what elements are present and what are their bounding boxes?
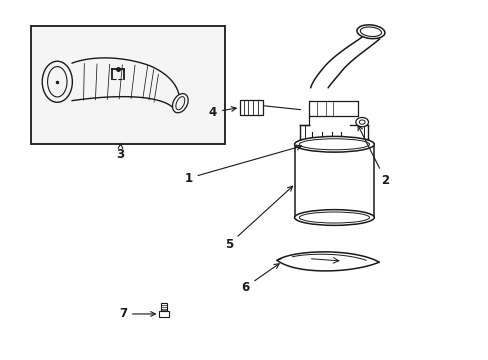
Ellipse shape [42, 61, 72, 102]
Ellipse shape [299, 212, 369, 223]
Ellipse shape [294, 210, 373, 225]
Bar [30, 26, 224, 144]
Ellipse shape [299, 139, 369, 150]
Text: 3: 3 [116, 144, 124, 161]
Text: 2: 2 [357, 126, 389, 186]
Circle shape [355, 117, 368, 127]
Ellipse shape [294, 136, 373, 152]
Bar [239, 100, 263, 114]
Text: 7: 7 [119, 307, 155, 320]
Ellipse shape [47, 67, 67, 97]
Text: 4: 4 [208, 105, 236, 119]
Circle shape [359, 120, 365, 124]
Text: 1: 1 [184, 145, 301, 185]
Ellipse shape [356, 25, 384, 39]
Bar [161, 303, 167, 311]
Text: 5: 5 [224, 186, 292, 251]
Ellipse shape [176, 96, 184, 110]
Ellipse shape [172, 94, 188, 113]
Text: 6: 6 [241, 264, 279, 294]
Bar [159, 311, 169, 317]
Ellipse shape [360, 27, 381, 36]
